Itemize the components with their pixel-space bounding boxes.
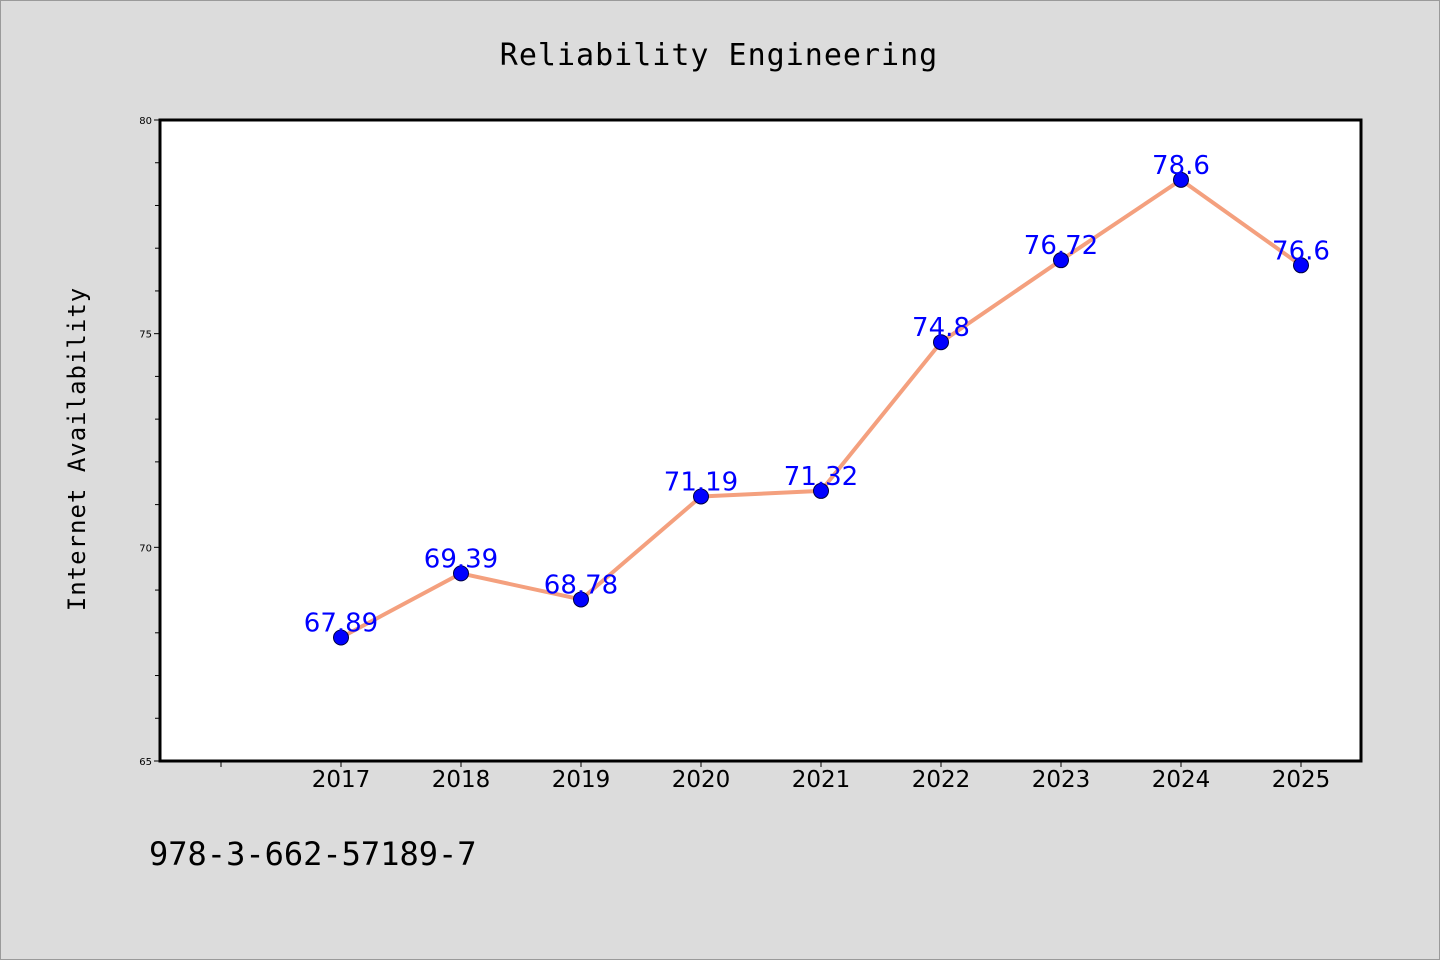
data-point bbox=[813, 482, 829, 499]
data-point bbox=[573, 591, 589, 608]
data-label: 78.6 bbox=[1152, 151, 1210, 181]
y-tick-label: 65 bbox=[139, 757, 152, 768]
x-tick-label: 2018 bbox=[432, 767, 491, 793]
plot-area bbox=[158, 118, 1363, 763]
data-point bbox=[333, 629, 349, 646]
footer-code: 978-3-662-57189-7 bbox=[149, 835, 477, 873]
data-label: 69.39 bbox=[424, 544, 498, 574]
y-tick-label: 80 bbox=[139, 116, 152, 127]
data-label: 71.32 bbox=[784, 462, 858, 492]
data-point bbox=[933, 334, 949, 351]
y-axis-ticks: 65 70 75 80 bbox=[139, 116, 160, 768]
x-tick-label: 2020 bbox=[672, 767, 731, 793]
y-tick-label: 70 bbox=[139, 543, 152, 554]
x-tick-label: 2021 bbox=[792, 767, 851, 793]
x-tick-label: 2019 bbox=[552, 767, 611, 793]
data-label: 68.78 bbox=[544, 570, 618, 600]
data-point bbox=[1053, 252, 1069, 269]
x-tick-label: 2024 bbox=[1152, 767, 1211, 793]
data-point bbox=[693, 488, 709, 505]
series-layer bbox=[333, 171, 1309, 646]
y-axis-label: Internet Availability bbox=[63, 287, 91, 611]
y-tick-label: 75 bbox=[139, 330, 152, 341]
data-labels: 67.89 69.39 68.78 71.19 71.32 74.8 76.72 78.6 76… bbox=[304, 151, 1330, 639]
data-label: 76.6 bbox=[1272, 236, 1330, 266]
x-tick-label: 2025 bbox=[1272, 767, 1331, 793]
data-label: 76.72 bbox=[1024, 231, 1098, 261]
chart-title: Reliability Engineering bbox=[500, 38, 938, 73]
data-point bbox=[453, 565, 469, 582]
x-tick-label: 2017 bbox=[312, 767, 371, 793]
x-axis-ticks: 2017 2018 2019 2020 2021 2022 2023 2024 2025 bbox=[220, 761, 1331, 793]
x-tick-label: 2023 bbox=[1032, 767, 1091, 793]
x-tick-label: 2022 bbox=[912, 767, 971, 793]
data-point bbox=[1293, 257, 1309, 274]
data-label: 74.8 bbox=[912, 313, 970, 343]
data-label: 67.89 bbox=[304, 609, 378, 639]
data-point bbox=[1173, 171, 1189, 188]
data-label: 71.19 bbox=[664, 467, 738, 497]
